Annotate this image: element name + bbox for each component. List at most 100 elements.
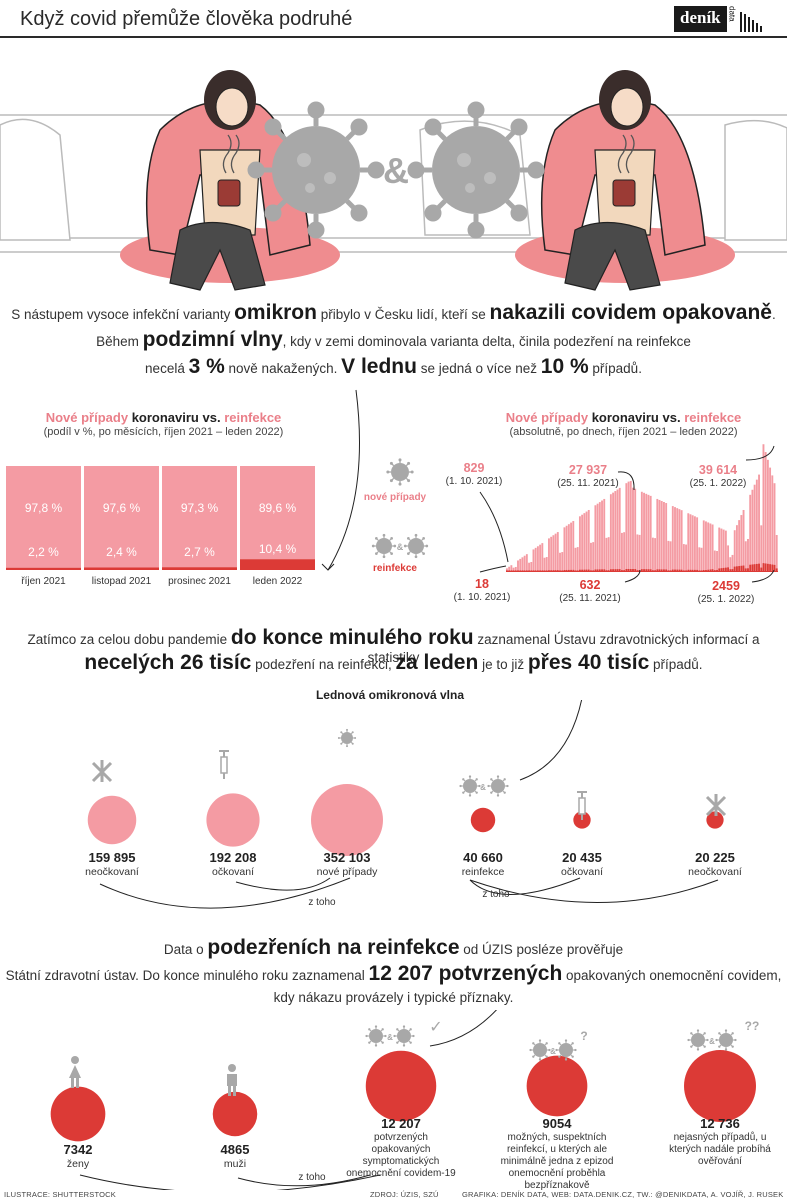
daily-bar-reinfection — [722, 567, 725, 571]
daily-bar-reinfection — [570, 569, 573, 571]
intro-arrow — [327, 389, 360, 571]
bar-new-cases — [240, 466, 315, 560]
daily-bar-new — [607, 537, 610, 571]
daily-bar-reinfection — [755, 563, 758, 571]
footer-credits: GRAFIKA: DENÍK DATA, WEB: DATA.DENIK.CZ,… — [462, 1190, 784, 1199]
legend-new-label: nové případy — [363, 492, 427, 503]
daily-bar-new — [729, 557, 732, 571]
daily-bar-reinfection — [563, 570, 566, 571]
daily-bar-reinfection — [623, 570, 626, 571]
daily-bar-reinfection — [698, 570, 701, 571]
bubble-desc: reinfekce — [462, 866, 505, 878]
data-label-reinfection: 2,2 % — [28, 545, 59, 559]
daily-bar-new — [702, 520, 705, 571]
daily-bar-new — [570, 522, 573, 571]
daily-bar-reinfection — [749, 564, 752, 571]
daily-bar-reinfection — [629, 569, 632, 571]
daily-bar-reinfection — [539, 570, 542, 571]
daily-bar-reinfection — [554, 570, 557, 571]
virus-reinf-2-icon — [487, 775, 509, 797]
daily-bar-new — [563, 527, 566, 571]
annotation-reinf-date: (25. 11. 2021) — [559, 593, 621, 604]
bubble-desc: symptomatických — [363, 1156, 440, 1167]
daily-bar-new — [691, 515, 694, 571]
daily-bar-new — [773, 483, 776, 571]
bubble-desc: ověřování — [698, 1156, 742, 1167]
daily-bar-reinfection — [740, 565, 743, 571]
daily-bar-reinfection — [581, 569, 584, 571]
virus-new-icon — [337, 728, 357, 748]
logo-bars-icon — [737, 6, 762, 32]
hero-illustration: & — [0, 69, 787, 291]
daily-bar-new — [620, 532, 623, 571]
daily-bar-new — [658, 499, 661, 571]
daily-bar-reinfection — [689, 569, 692, 571]
annotation-reinf-date: (1. 10. 2021) — [454, 592, 511, 603]
bar-new-cases — [162, 466, 237, 568]
bubble-desc: opakovaných — [372, 1144, 431, 1155]
bubble-desc: možných, suspektních — [508, 1132, 607, 1143]
daily-bar-reinfection — [674, 569, 676, 571]
syringe-icon — [219, 750, 229, 779]
daily-bar-reinfection — [523, 570, 526, 571]
daily-bar-reinfection — [656, 569, 659, 571]
daily-bar-reinfection — [716, 569, 718, 571]
daily-bar-reinfection — [561, 570, 564, 571]
daily-bar-reinfection — [508, 570, 511, 571]
chart2-svg: 829(1. 10. 2021)18(1. 10. 2021)27 937(25… — [446, 444, 778, 605]
daily-bar-reinfection — [592, 570, 595, 571]
daily-bar-new — [718, 527, 721, 571]
daily-bar-new — [744, 541, 747, 571]
daily-bar-new — [687, 513, 690, 571]
bubble-desc: onemocnění covidem-19 — [346, 1168, 456, 1179]
daily-bar-reinfection — [636, 570, 639, 571]
bar-reinfection — [84, 567, 159, 570]
daily-bar-new — [616, 489, 619, 571]
daily-bar-new — [598, 502, 601, 571]
crossed-syringe-icon — [705, 794, 727, 817]
bubble — [684, 1050, 756, 1122]
daily-bar-new — [647, 494, 650, 571]
daily-bar-new — [698, 547, 701, 571]
daily-bar-reinfection — [616, 569, 619, 571]
bubble-desc: bezpříznakově — [524, 1180, 589, 1190]
link-curve-left — [99, 877, 351, 909]
daily-bar-new — [581, 514, 584, 571]
daily-bar-new — [545, 557, 548, 571]
daily-bar-new — [627, 481, 630, 571]
daily-bar-reinfection — [733, 566, 736, 571]
daily-bar-reinfection — [528, 570, 530, 571]
daily-bar-new — [539, 544, 542, 571]
bubble-desc: nové případy — [317, 866, 378, 878]
daily-bar-new — [618, 487, 621, 571]
daily-bar-reinfection — [691, 569, 694, 571]
daily-bar-reinfection — [685, 570, 688, 571]
daily-bar-new — [525, 554, 528, 571]
daily-bar-reinfection — [667, 570, 670, 571]
category-label: prosinec 2021 — [168, 576, 231, 587]
link-label: z toho — [308, 897, 336, 908]
daily-bar-new — [766, 459, 769, 571]
daily-bar-reinfection — [574, 570, 577, 571]
daily-bar-new — [528, 562, 530, 571]
bubble-value: 192 208 — [210, 850, 257, 865]
daily-bar-reinfection — [519, 570, 522, 571]
annotation-arrow — [479, 491, 509, 563]
daily-bar-reinfection — [514, 570, 517, 571]
daily-bar-new — [578, 516, 581, 571]
daily-bar-reinfection — [590, 570, 592, 571]
daily-bar-reinfection — [550, 570, 553, 571]
daily-bar-new — [656, 498, 659, 571]
bubble-value: 9054 — [543, 1116, 573, 1131]
bubble — [87, 795, 137, 845]
bar-new-cases — [84, 466, 159, 568]
daily-bar-new — [751, 489, 754, 571]
link-curve-right — [469, 877, 581, 895]
daily-bar-new — [775, 535, 778, 571]
daily-bar-reinfection — [729, 569, 732, 571]
bubble-value: 4865 — [221, 1142, 250, 1157]
daily-bar-reinfection — [627, 568, 630, 571]
daily-bar-reinfection — [766, 563, 769, 571]
daily-bar-reinfection — [696, 569, 699, 571]
virus-possible-2-icon — [555, 1039, 577, 1061]
